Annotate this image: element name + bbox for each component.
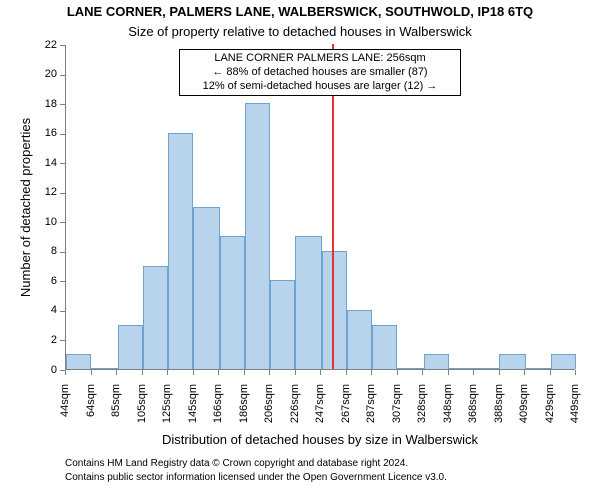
histogram-bar xyxy=(474,368,499,369)
chart-title-main: LANE CORNER, PALMERS LANE, WALBERSWICK, … xyxy=(0,4,600,19)
histogram-bar xyxy=(424,354,449,369)
histogram-bar xyxy=(526,368,551,369)
y-tick xyxy=(60,311,65,312)
annotation-box: LANE CORNER PALMERS LANE: 256sqm← 88% of… xyxy=(179,49,461,96)
y-tick xyxy=(60,193,65,194)
x-tick xyxy=(499,370,500,375)
x-tick xyxy=(116,370,117,375)
x-tick xyxy=(422,370,423,375)
histogram-bar xyxy=(143,266,168,369)
histogram-bar xyxy=(499,354,525,369)
histogram-bar xyxy=(347,310,372,369)
x-tick-label: 267sqm xyxy=(340,384,352,444)
x-tick-label: 307sqm xyxy=(391,384,403,444)
x-tick xyxy=(244,370,245,375)
x-tick-label: 449sqm xyxy=(569,384,581,444)
x-tick xyxy=(65,370,66,375)
histogram-bar xyxy=(118,325,143,369)
x-tick-label: 64sqm xyxy=(85,384,97,444)
x-tick xyxy=(91,370,92,375)
x-tick-label: 105sqm xyxy=(136,384,148,444)
y-tick-label: 10 xyxy=(30,216,57,228)
histogram-bar xyxy=(245,103,270,369)
histogram-bar xyxy=(91,368,117,369)
x-tick-label: 287sqm xyxy=(365,384,377,444)
x-tick-label: 247sqm xyxy=(314,384,326,444)
x-tick xyxy=(524,370,525,375)
y-tick-label: 18 xyxy=(30,98,57,110)
x-tick xyxy=(550,370,551,375)
x-tick-label: 125sqm xyxy=(161,384,173,444)
x-tick-label: 328sqm xyxy=(416,384,428,444)
x-tick-label: 206sqm xyxy=(263,384,275,444)
y-tick xyxy=(60,252,65,253)
x-tick xyxy=(295,370,296,375)
histogram-bar xyxy=(322,251,347,369)
x-tick xyxy=(575,370,576,375)
x-tick-label: 409sqm xyxy=(518,384,530,444)
x-tick-label: 368sqm xyxy=(467,384,479,444)
y-tick-label: 16 xyxy=(30,127,57,139)
x-tick xyxy=(397,370,398,375)
y-tick xyxy=(60,45,65,46)
histogram-bar xyxy=(66,354,91,369)
footer-line-2: Contains public sector information licen… xyxy=(65,472,447,483)
x-tick xyxy=(448,370,449,375)
x-tick-label: 166sqm xyxy=(212,384,224,444)
x-tick-label: 145sqm xyxy=(187,384,199,444)
x-tick-label: 226sqm xyxy=(289,384,301,444)
y-tick xyxy=(60,75,65,76)
x-tick xyxy=(142,370,143,375)
x-tick-label: 186sqm xyxy=(238,384,250,444)
y-tick xyxy=(60,163,65,164)
annotation-line: 12% of semi-detached houses are larger (… xyxy=(184,80,456,94)
y-tick xyxy=(60,340,65,341)
x-tick xyxy=(371,370,372,375)
y-tick-label: 8 xyxy=(30,245,57,257)
x-tick-label: 85sqm xyxy=(110,384,122,444)
y-tick xyxy=(60,281,65,282)
annotation-line: ← 88% of detached houses are smaller (87… xyxy=(184,66,456,80)
annotation-line: LANE CORNER PALMERS LANE: 256sqm xyxy=(184,52,456,66)
histogram-bar xyxy=(270,280,295,369)
x-tick xyxy=(193,370,194,375)
footer-line-1: Contains HM Land Registry data © Crown c… xyxy=(65,458,408,469)
y-tick xyxy=(60,222,65,223)
x-tick xyxy=(269,370,270,375)
x-tick xyxy=(346,370,347,375)
x-tick-label: 348sqm xyxy=(442,384,454,444)
y-tick-label: 12 xyxy=(30,186,57,198)
x-tick-label: 388sqm xyxy=(493,384,505,444)
y-tick-label: 0 xyxy=(30,364,57,376)
x-tick xyxy=(320,370,321,375)
histogram-bar xyxy=(295,236,321,369)
x-tick xyxy=(167,370,168,375)
histogram-bar xyxy=(397,368,423,369)
y-tick-label: 6 xyxy=(30,275,57,287)
histogram-bar xyxy=(220,236,245,369)
y-axis-label: Number of detached properties xyxy=(18,45,33,370)
y-tick xyxy=(60,134,65,135)
y-tick-label: 4 xyxy=(30,304,57,316)
histogram-bar xyxy=(168,133,193,369)
histogram-bar xyxy=(449,368,474,369)
y-tick-label: 14 xyxy=(30,157,57,169)
x-tick xyxy=(473,370,474,375)
y-tick-label: 20 xyxy=(30,68,57,80)
chart-title-sub: Size of property relative to detached ho… xyxy=(0,24,600,39)
histogram-bar xyxy=(551,354,576,369)
y-tick-label: 2 xyxy=(30,334,57,346)
histogram-bar xyxy=(372,325,397,369)
x-tick-label: 429sqm xyxy=(544,384,556,444)
histogram-bar xyxy=(193,207,219,370)
y-tick-label: 22 xyxy=(30,39,57,51)
x-tick xyxy=(218,370,219,375)
y-tick xyxy=(60,104,65,105)
x-tick-label: 44sqm xyxy=(59,384,71,444)
histogram-chart: LANE CORNER, PALMERS LANE, WALBERSWICK, … xyxy=(0,0,600,500)
